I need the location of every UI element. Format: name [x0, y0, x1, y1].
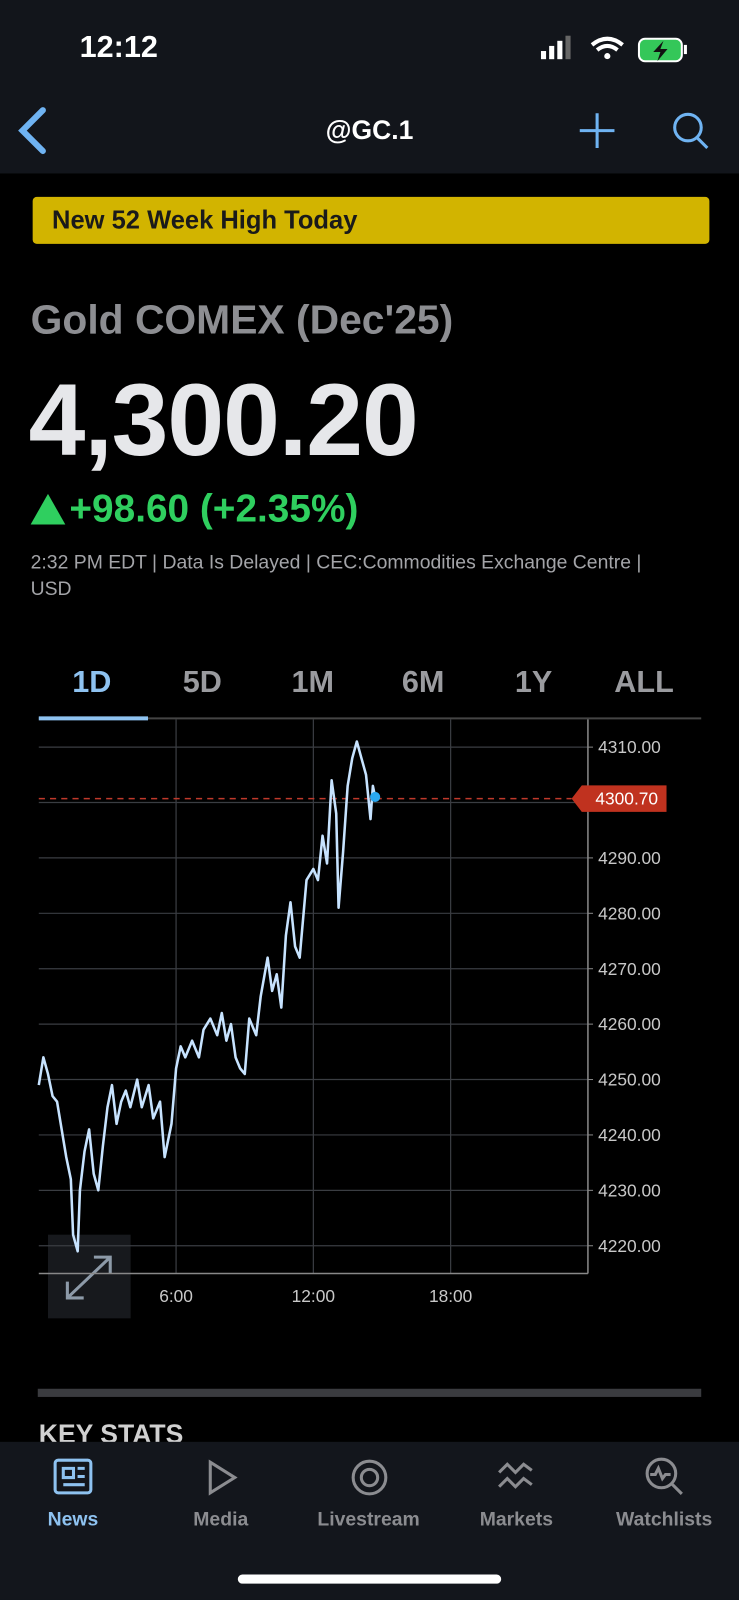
divider — [37, 1388, 702, 1397]
reference-tag — [571, 785, 667, 812]
expand-button[interactable] — [47, 1234, 131, 1319]
last-point — [370, 791, 381, 803]
search-button[interactable] — [673, 112, 709, 150]
quote-meta: 2:32 PM EDT | Data Is Delayed | CEC:Comm… — [30, 552, 642, 600]
back-button[interactable] — [10, 102, 61, 159]
range-tab[interactable]: 6M — [401, 665, 445, 699]
price-change: +98.60 (+2.35%) — [69, 487, 359, 531]
nav-tab[interactable]: Livestream — [317, 1509, 420, 1531]
chart: 4220.00 4230.00 4240.00 4250.00 4260.00 4270.… — [37, 716, 702, 1319]
range-tab[interactable]: 1D — [72, 665, 112, 699]
range-tab[interactable]: ALL — [614, 665, 674, 699]
add-button[interactable] — [579, 113, 615, 148]
x-tick-label: 12:00 — [292, 1286, 335, 1306]
y-tick-label: 4290.00 — [598, 848, 661, 868]
reference-label: 4300.70 — [595, 789, 658, 809]
nav-actions — [579, 112, 709, 150]
y-tick-label: 4270.00 — [598, 959, 661, 979]
nav-tab[interactable]: Markets — [479, 1509, 554, 1531]
nav-tab[interactable]: Watchlists — [616, 1509, 713, 1531]
nav-tab[interactable]: Media — [193, 1509, 249, 1531]
range-tab[interactable]: 5D — [182, 665, 222, 699]
nav-title: @GC.1 — [325, 114, 414, 145]
y-tick-label: 4260.00 — [598, 1014, 661, 1034]
nav-icons — [53, 1457, 683, 1496]
x-tick-label: 6:00 — [159, 1286, 193, 1306]
nav-tab[interactable]: News — [47, 1509, 99, 1531]
banner: New 52 Week High Today — [32, 196, 710, 244]
header — [0, 0, 739, 174]
status-time: 12:12 — [79, 30, 158, 65]
y-tick-label: 4250.00 — [598, 1070, 661, 1090]
instrument-name: Gold COMEX (Dec'25) — [30, 297, 454, 343]
status-icons — [540, 35, 687, 63]
y-tick-label: 4280.00 — [598, 903, 661, 923]
range-tab[interactable]: 1Y — [514, 665, 553, 699]
y-tick-label: 4240.00 — [598, 1125, 661, 1145]
range-tab[interactable]: 1M — [291, 665, 335, 699]
y-tick-label: 4230.00 — [598, 1180, 661, 1200]
y-tick-label: 4310.00 — [598, 737, 661, 757]
y-tick-label: 4220.00 — [598, 1236, 661, 1256]
home-indicator — [237, 1574, 502, 1584]
x-tick-label: 18:00 — [429, 1286, 472, 1306]
up-arrow — [30, 493, 66, 525]
price-line — [37, 740, 377, 1253]
price: 4,300.20 — [28, 363, 419, 478]
